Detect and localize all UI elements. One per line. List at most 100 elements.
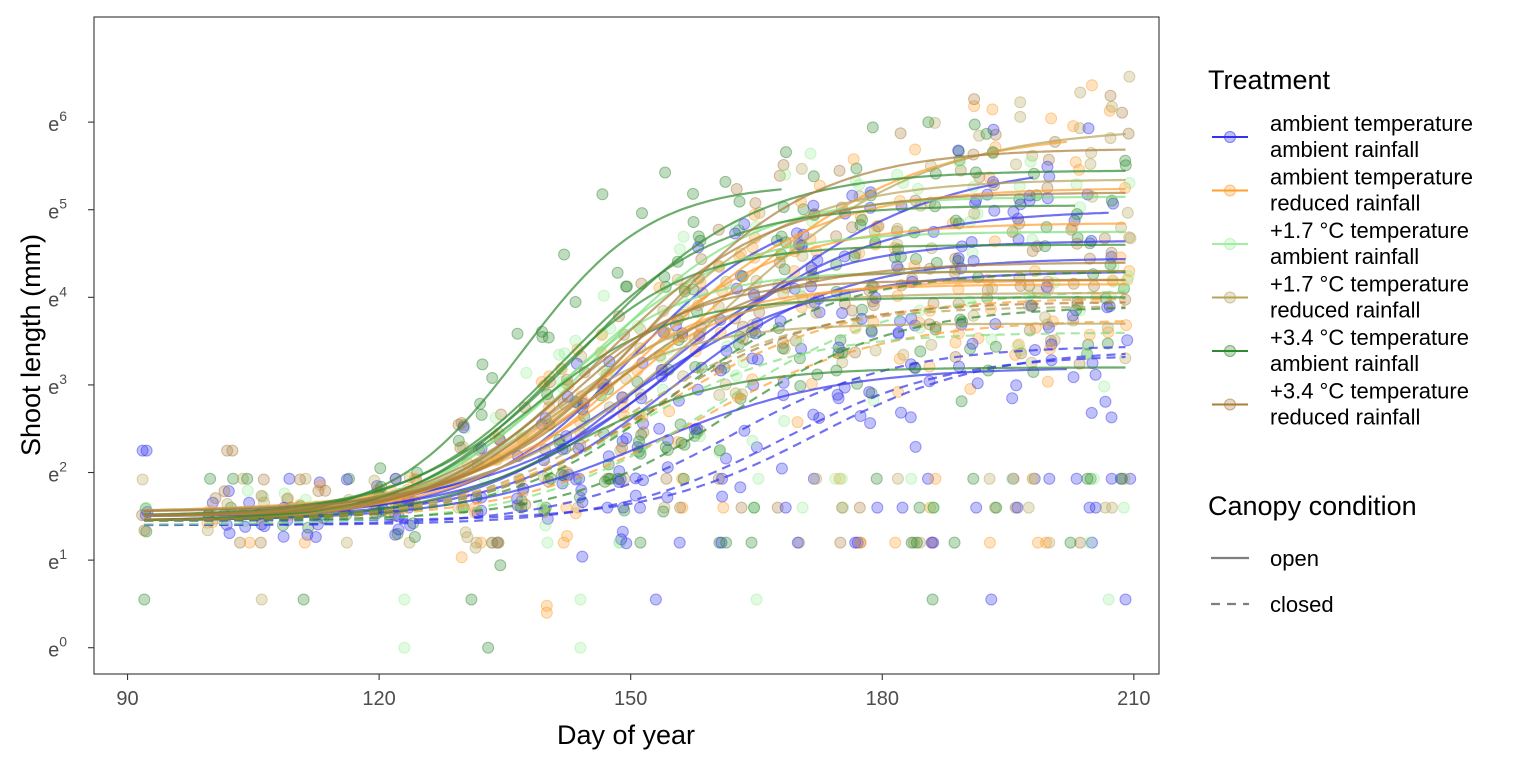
data-point [778,343,791,355]
data-point [542,331,555,344]
data-point [1022,501,1035,514]
data-point [616,441,629,454]
data-point [925,338,938,351]
data-point [791,536,804,549]
data-point [891,472,904,485]
data-point [833,472,846,485]
data-point [403,536,416,549]
fitted-curve-closed [144,346,1126,526]
data-point [853,501,866,514]
data-point [973,129,986,142]
data-point [209,492,222,505]
data-point [1119,154,1132,167]
data-point [313,476,326,489]
fitted-curve-closed [144,320,1126,522]
data-point [278,487,291,500]
data-point [713,536,726,549]
data-point [1086,536,1098,549]
data-point [557,536,570,549]
data-point [926,593,939,606]
data-point [804,147,817,160]
data-point [1010,158,1022,171]
legend-key-point [1224,291,1236,304]
x-tick-label: 180 [866,688,899,710]
data-point [733,195,746,208]
fitted-curve-open [144,148,1126,513]
data-point [312,485,325,497]
data-point [596,188,609,201]
legend-canopy: Canopy condition open closed [1208,491,1417,617]
data-point [924,501,937,514]
data-point [298,536,311,549]
data-point [907,536,920,549]
data-point [469,541,482,554]
data-point [1121,334,1134,347]
x-tick-label: 90 [116,688,138,710]
data-point [748,501,761,514]
data-point [854,410,867,422]
fitted-curve-closed [144,290,1126,526]
data-point [398,593,411,606]
data-point [1114,472,1127,485]
data-point [779,168,792,181]
data-point [1043,472,1056,485]
data-point [749,197,762,210]
data-point [674,501,687,514]
data-point [986,103,999,116]
legend-treatment-label: +3.4 °C temperature [1270,379,1469,404]
data-point [574,641,587,654]
y-tick-exponent: 5 [59,196,67,212]
data-point [752,472,765,485]
data-point [1066,309,1079,322]
data-point [635,428,648,441]
data-point [241,472,254,485]
legend-treatment-label: ambient temperature [1270,165,1473,190]
data-point [616,435,629,448]
data-point [475,408,488,421]
data-point [716,472,729,485]
data-point [929,472,942,485]
data-point [541,536,554,549]
data-point [968,100,981,113]
fitted-curve-open [144,278,1126,522]
data-point [1024,155,1037,168]
data-point [897,348,910,361]
data-point [486,372,499,384]
data-point [634,501,646,514]
data-point [746,434,759,447]
data-point [730,183,743,195]
data-point [956,315,969,328]
data-point [1042,153,1055,166]
data-point [455,551,468,564]
data-point [257,473,270,486]
data-point [1015,347,1028,360]
data-point [140,444,153,457]
data-point [1107,197,1120,210]
data-point [929,200,941,213]
data-point [687,216,700,228]
x-axis-title: Day of year [557,720,695,750]
fitted-curve-closed [144,352,1126,522]
data-point [807,170,820,183]
data-point [539,519,552,532]
data-point [989,340,1002,353]
data-point [1040,221,1053,234]
data-point [863,386,876,398]
data-point [735,501,748,514]
data-point [1028,472,1041,485]
data-point [734,481,747,494]
data-point [1026,472,1039,485]
fitted-curve-open [144,261,1126,517]
data-point [277,530,290,543]
data-point [797,203,810,216]
plot-panel-border [93,16,1160,675]
data-point [856,214,869,226]
data-point [1118,472,1131,485]
data-point [807,472,820,485]
data-point [1105,472,1118,485]
data-point [136,473,149,486]
fitted-curve-open [144,191,1126,517]
legend-treatment-label: ambient rainfall [1270,244,1419,269]
data-point [660,472,673,485]
legend-treatment-label: reduced rainfall [1270,405,1420,430]
